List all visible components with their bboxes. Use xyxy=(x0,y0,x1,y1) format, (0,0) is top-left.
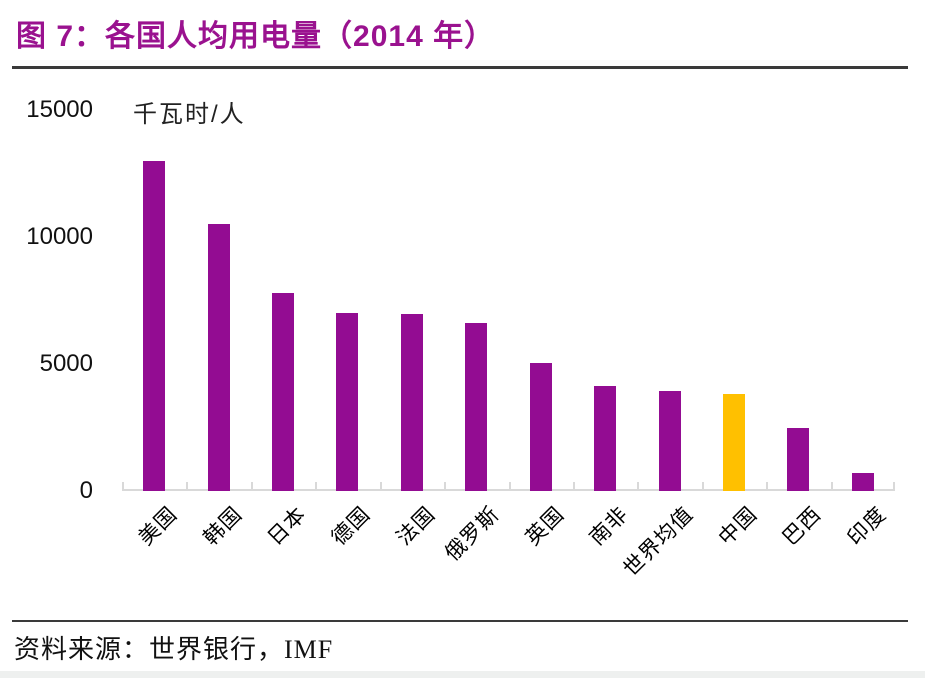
axis-tick xyxy=(379,482,382,491)
source-note: 资料来源：世界银行，IMF xyxy=(14,635,334,664)
axis-tick xyxy=(315,482,318,491)
bar xyxy=(722,394,745,491)
x-axis-label: 法国 xyxy=(392,502,440,550)
x-axis-label: 美国 xyxy=(134,502,183,550)
x-axis-label: 俄罗斯 xyxy=(441,502,505,566)
x-axis-label: 南非 xyxy=(585,502,633,550)
axis-tick xyxy=(637,482,640,491)
bar xyxy=(594,385,617,491)
x-axis-label: 德国 xyxy=(327,502,376,550)
bar xyxy=(272,292,295,491)
axis-tick xyxy=(508,482,511,491)
page-edge-strip xyxy=(0,671,925,678)
bar xyxy=(400,314,423,491)
axis-tick xyxy=(186,482,189,491)
axis-tick xyxy=(444,482,447,491)
axis-tick xyxy=(766,482,769,491)
bar xyxy=(336,313,359,491)
y-axis-tick-label: 10000 xyxy=(26,223,93,250)
x-axis-label: 世界均值 xyxy=(618,502,698,582)
axis-tick xyxy=(701,482,704,491)
axis-tick xyxy=(122,482,124,491)
title-divider xyxy=(12,66,908,69)
x-axis-label: 巴西 xyxy=(778,502,827,550)
bar xyxy=(787,427,810,491)
bar xyxy=(207,224,230,491)
y-axis-tick-label: 5000 xyxy=(39,350,93,377)
bar xyxy=(529,362,552,491)
x-axis-label: 印度 xyxy=(843,502,891,550)
x-axis-label: 韩国 xyxy=(199,502,247,550)
axis-tick xyxy=(830,482,833,491)
axis-tick xyxy=(572,482,575,491)
bar-chart-plot-area xyxy=(122,110,895,491)
figure-title: 图 7：各国人均用电量（2014 年） xyxy=(16,20,496,53)
bar xyxy=(143,160,166,491)
y-axis-tick-label: 0 xyxy=(79,477,93,504)
x-axis-label: 日本 xyxy=(263,502,311,550)
bar xyxy=(851,472,874,491)
y-axis-unit-label: 千瓦时/人 xyxy=(133,101,246,128)
bar xyxy=(465,323,488,491)
footer-divider xyxy=(12,620,908,622)
axis-tick xyxy=(250,482,253,491)
y-axis-tick-label: 15000 xyxy=(26,96,93,123)
axis-tick xyxy=(893,482,895,491)
bar xyxy=(658,391,681,491)
x-axis-label: 中国 xyxy=(714,502,762,550)
x-axis-label: 英国 xyxy=(521,502,569,550)
